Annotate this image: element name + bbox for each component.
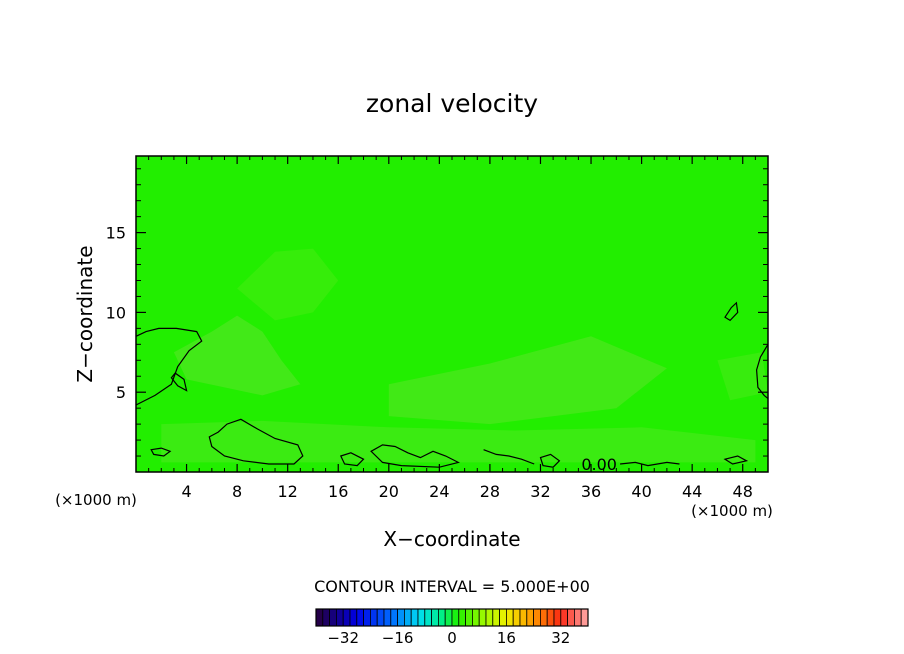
x-tick-label: 36 <box>581 482 601 501</box>
colorbar-cell <box>322 608 330 627</box>
colorbar-cell <box>315 608 324 627</box>
colorbar-tick-label: −32 <box>327 629 359 647</box>
colorbar-cell <box>369 608 378 627</box>
colorbar-tick-label: 0 <box>447 629 457 647</box>
x-tick-label: 32 <box>530 482 550 501</box>
x-unit-left: (×1000 m) <box>55 491 137 509</box>
colorbar-cell <box>383 608 392 627</box>
axis-ticks <box>136 156 768 472</box>
colorbar: −32 −16 0 16 32 <box>315 608 589 647</box>
colorbar-cell <box>512 608 521 627</box>
colorbar-cell <box>424 608 432 627</box>
shaded-regions <box>161 248 768 463</box>
x-tick-label: 8 <box>232 482 242 501</box>
y-tick-label: 15 <box>106 224 126 243</box>
zero-contour-near-surface-2 <box>150 447 172 457</box>
colorbar-cell <box>519 608 528 627</box>
shaded-region-band-mid-left <box>173 315 301 396</box>
shaded-region-band-upper-left <box>237 248 339 321</box>
y-tick-label: 10 <box>106 303 126 322</box>
colorbar-cell <box>349 608 358 627</box>
zero-contour-left-blob <box>170 372 188 392</box>
colorbar-cell <box>410 608 419 627</box>
contour-interval-text: CONTOUR INTERVAL = 5.000E+00 <box>314 577 590 596</box>
x-tick-label: 4 <box>181 482 191 501</box>
colorbar-cell <box>471 608 480 627</box>
colorbar-border <box>315 608 589 627</box>
colorbar-cell <box>574 608 582 627</box>
colorbar-cell <box>397 608 405 627</box>
colorbar-cell <box>376 608 385 627</box>
colorbar-cell <box>478 608 487 627</box>
x-tick-label: 28 <box>480 482 500 501</box>
colorbar-cell <box>356 608 364 627</box>
x-tick-label: 20 <box>379 482 399 501</box>
x-axis-label: X−coordinate <box>383 527 520 551</box>
x-unit-right: (×1000 m) <box>691 502 773 520</box>
colorbar-cell <box>437 608 446 627</box>
zero-contour-near-surface-5 <box>483 449 535 465</box>
shaded-region-band-bottom <box>161 420 756 463</box>
colorbar-cell <box>458 608 466 627</box>
colorbar-cell <box>335 608 344 627</box>
x-tick-label: 12 <box>278 482 298 501</box>
zero-contour-left-upper <box>135 327 203 406</box>
zero-contour-near-surface-6 <box>539 453 561 468</box>
colorbar-tick-label: −16 <box>382 629 414 647</box>
zero-contour-near-surface-4 <box>370 444 460 468</box>
zero-contour-right-edge <box>755 343 769 400</box>
colorbar-cell <box>403 608 412 627</box>
colorbar-cell <box>546 608 555 627</box>
colorbar-cell <box>465 608 473 627</box>
colorbar-cell <box>417 608 426 627</box>
x-tick-label: 24 <box>429 482 449 501</box>
zero-contour-right-blob <box>724 301 739 322</box>
colorbar-cell <box>485 608 494 627</box>
colorbar-cells <box>315 608 589 627</box>
shaded-region-band-right-mid <box>717 352 768 401</box>
shaded-region-band-center <box>388 336 667 425</box>
colorbar-cell <box>505 608 514 627</box>
colorbar-cell <box>560 608 568 627</box>
colorbar-cell <box>533 608 541 627</box>
colorbar-tick-label: 32 <box>551 629 570 647</box>
colorbar-cell <box>363 608 371 627</box>
contour-value-label: 0.00 <box>581 455 617 474</box>
colorbar-tick-label: 16 <box>497 629 516 647</box>
colorbar-cell <box>329 608 337 627</box>
colorbar-cell <box>553 608 562 627</box>
y-axis-label: Z−coordinate <box>73 245 97 382</box>
colorbar-cell <box>580 608 589 627</box>
plot-area: 0.00 <box>135 155 769 474</box>
zero-contour-near-surface-3 <box>339 452 365 467</box>
chart-title: zonal velocity <box>366 89 538 118</box>
zero-contour-right-small <box>723 455 749 465</box>
colorbar-cell <box>451 608 460 627</box>
colorbar-cell <box>444 608 453 627</box>
zero-contour-near-surface-1 <box>208 418 304 465</box>
colorbar-cell <box>342 608 351 627</box>
y-tick-labels: 5 10 15 <box>106 224 126 403</box>
contour-lines <box>135 301 769 468</box>
colorbar-cell <box>499 608 507 627</box>
x-tick-label: 44 <box>682 482 702 501</box>
y-tick-label: 5 <box>116 383 126 402</box>
x-tick-label: 48 <box>733 482 753 501</box>
colorbar-cell <box>526 608 534 627</box>
x-tick-label: 16 <box>328 482 348 501</box>
colorbar-cell <box>567 608 575 627</box>
x-tick-labels: 4 8 12 16 20 24 28 32 36 40 44 48 <box>181 482 752 501</box>
colorbar-cell <box>431 608 439 627</box>
colorbar-cell <box>540 608 548 627</box>
zero-contour-near-surface-7 <box>620 461 680 467</box>
x-tick-label: 40 <box>631 482 651 501</box>
colorbar-tick-labels: −32 −16 0 16 32 <box>327 629 570 647</box>
colorbar-cell <box>492 608 500 627</box>
colorbar-cell <box>390 608 398 627</box>
